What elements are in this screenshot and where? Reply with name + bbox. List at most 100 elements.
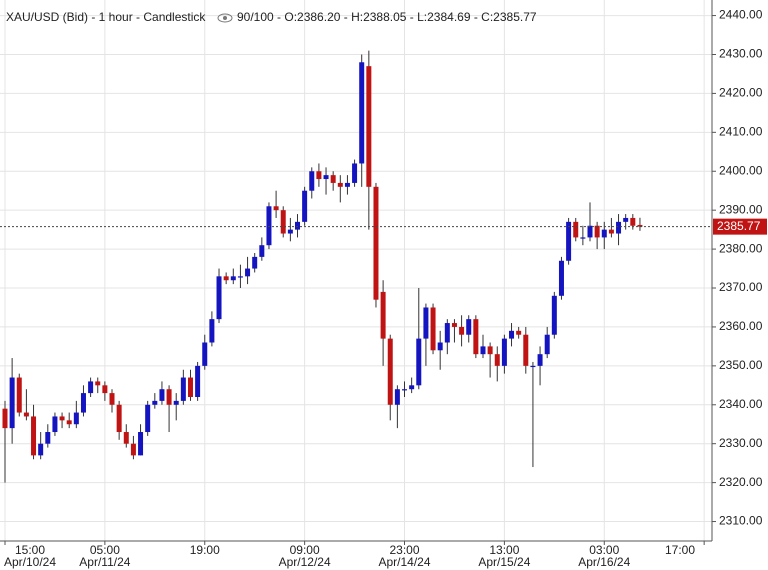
candles: [2, 50, 643, 483]
candle-body: [551, 295, 557, 335]
candle-body: [230, 276, 236, 281]
x-tick-label: 09:00: [290, 543, 320, 557]
candle-body: [130, 443, 136, 456]
x-tick-label: 19:00: [190, 543, 220, 557]
y-tick-label: 2370.00: [719, 280, 763, 294]
candle-body: [423, 307, 429, 339]
candle-body: [223, 276, 229, 281]
candle-body: [116, 404, 122, 433]
candle-body: [637, 224, 643, 227]
candle-body: [66, 420, 72, 425]
y-tick-label: 2360.00: [719, 319, 763, 333]
y-tick-label: 2350.00: [719, 358, 763, 372]
candle-body: [352, 163, 358, 183]
candle-body: [209, 319, 215, 343]
candle-body: [409, 385, 415, 390]
candle-body: [451, 323, 457, 327]
candle-body: [294, 221, 300, 230]
x-tick-label: 17:00: [665, 543, 695, 557]
candle-body: [88, 381, 94, 394]
candle-body: [594, 225, 600, 238]
y-tick-label: 2380.00: [719, 241, 763, 255]
candle-body: [630, 217, 636, 226]
candle-body: [608, 229, 614, 234]
x-tick-date: Apr/11/24: [79, 555, 130, 569]
candle-body: [494, 354, 500, 366]
candle-body: [245, 268, 251, 277]
candle-body: [402, 389, 408, 391]
y-tick-label: 2310.00: [719, 514, 763, 528]
candle-body: [180, 377, 186, 401]
candle-body: [366, 66, 372, 187]
candle-body: [273, 206, 279, 211]
candle-body: [387, 338, 393, 405]
candle-body: [466, 319, 472, 335]
y-tick-label: 2340.00: [719, 397, 763, 411]
x-tick-label: 15:00: [15, 543, 45, 557]
candle-body: [394, 389, 400, 405]
candle-body: [202, 342, 208, 366]
candle-body: [59, 416, 65, 421]
y-tick-label: 2420.00: [719, 86, 763, 100]
candle-body: [473, 319, 479, 355]
candle-body: [80, 393, 86, 413]
candle-body: [152, 400, 158, 405]
candle-body: [216, 276, 222, 320]
candle-body: [252, 256, 258, 269]
x-tick-date: Apr/16/24: [578, 555, 630, 569]
candle-body: [266, 206, 272, 246]
candle-body: [9, 377, 15, 429]
candle-body: [287, 229, 293, 234]
candle-body: [509, 330, 515, 339]
candle-body: [45, 432, 51, 444]
x-tick-date: Apr/12/24: [279, 555, 331, 569]
candle-body: [623, 217, 629, 222]
y-tick-label: 2320.00: [719, 475, 763, 489]
chart-title: XAU/USD (Bid) - 1 hour - Candlestick: [6, 10, 206, 24]
candle-body: [123, 432, 129, 444]
last-price-box: [713, 218, 767, 235]
candle-body: [430, 307, 436, 351]
candle-body: [380, 291, 386, 339]
candle-body: [38, 443, 44, 456]
candle-body: [459, 326, 465, 335]
y-tick-label: 2430.00: [719, 47, 763, 61]
y-tick-label: 2390.00: [719, 202, 763, 216]
candle-body: [580, 237, 586, 239]
candle-body: [616, 221, 622, 234]
candle-body: [95, 381, 101, 386]
candle-body: [537, 354, 543, 366]
candle-body: [187, 377, 193, 397]
y-tick-label: 2330.00: [719, 436, 763, 450]
y-tick-label: 2440.00: [719, 8, 763, 22]
candle-body: [337, 182, 343, 187]
x-tick-date: Apr/10/24: [4, 555, 56, 569]
candle-body: [259, 245, 265, 257]
y-tick-label: 2410.00: [719, 125, 763, 139]
candle-body: [23, 412, 29, 417]
ohlc-info: 90/100 - O:2386.20 - H:2388.05 - L:2384.…: [237, 10, 537, 24]
candle-body: [416, 338, 422, 386]
candle-body: [31, 416, 37, 456]
candle-body: [487, 346, 493, 355]
x-tick-date: Apr/14/24: [378, 555, 430, 569]
candle-body: [145, 404, 151, 433]
candle-body: [309, 171, 315, 191]
candle-body: [501, 338, 507, 366]
candle-body: [437, 342, 443, 351]
candle-body: [573, 221, 579, 238]
candle-body: [530, 365, 536, 368]
x-tick-label: 03:00: [589, 543, 619, 557]
candle-body: [159, 389, 165, 401]
candle-body: [523, 334, 529, 366]
x-tick-label: 13:00: [489, 543, 519, 557]
candle-body: [316, 171, 322, 180]
eye-icon: [217, 13, 233, 23]
last-price-label: 2385.77: [717, 219, 761, 233]
candle-body: [302, 190, 308, 222]
candle-body: [516, 330, 522, 335]
candle-body: [566, 221, 572, 261]
candle-body: [138, 432, 144, 456]
